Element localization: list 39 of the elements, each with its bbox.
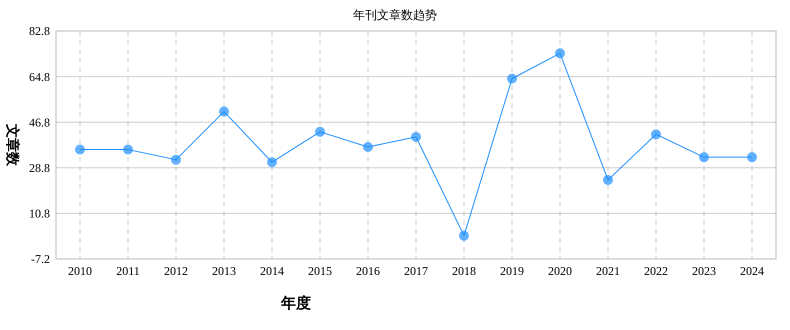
x-tick-label: 2011 [116,264,140,278]
point [123,144,133,155]
point [603,174,613,185]
chart-title: 年刊文章数趋势 [353,8,437,22]
y-tick-label: 46.8 [29,115,50,130]
x-tick-label: 2018 [452,264,476,278]
point [219,106,229,117]
point [363,142,373,152]
x-tick-label: 2022 [644,264,668,278]
point [267,157,277,168]
point [747,152,757,162]
point [651,129,661,140]
x-tick-label: 2014 [260,264,284,278]
point [507,74,517,84]
x-tick-label: 2012 [164,264,188,278]
x-tick-label: 2017 [404,264,428,278]
x-tick-label: 2021 [596,264,620,278]
point [699,152,709,162]
point [75,144,85,155]
point [459,230,469,241]
y-tick-label: 28.8 [29,161,50,175]
x-tick-label: 2024 [740,264,764,278]
y-tick-label: 10.8 [29,206,50,221]
x-tick-label: 2010 [68,264,92,278]
y-tick-label: -7.2 [31,252,50,266]
x-axis-title: 年度 [280,294,311,312]
point [171,154,181,165]
y-axis-title: 文章数 [4,123,21,167]
x-tick-label: 2015 [308,264,332,278]
point [555,48,565,58]
x-tick-label: 2020 [548,264,572,278]
point [411,132,421,142]
x-tick-label: 2019 [500,264,524,278]
y-tick-label: 82.8 [29,24,50,38]
x-tick-label: 2016 [356,264,380,278]
x-tick-label: 2023 [692,264,716,278]
point [315,126,325,137]
y-tick-label: 64.8 [29,70,50,84]
x-tick-label: 2013 [212,264,236,278]
